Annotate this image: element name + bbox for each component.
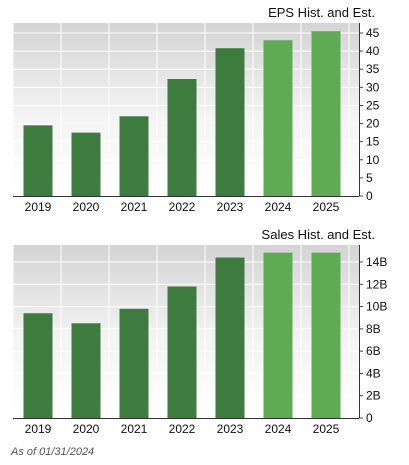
eps-x-tick-label: 2020 [73,200,100,214]
eps-bar-2022 [167,79,197,196]
eps-bar-2025 [311,31,341,196]
sales-y-tick-label: 2B [366,389,381,403]
sales-y-tick-label: 0 [366,411,373,425]
sales-x-tick-label: 2021 [121,422,148,436]
eps-bar-2020 [71,132,101,196]
sales-y-tick-label: 10B [366,300,387,314]
sales-y-tick-label: 14B [366,255,387,269]
eps-bar-2019 [23,125,53,196]
sales-bar-2022 [167,286,197,418]
eps-y-tick-label: 25 [366,98,380,112]
eps-y-tick-label: 5 [366,171,373,185]
eps-y-tick-label: 20 [366,117,380,131]
sales-y-tick-label: 6B [366,344,381,358]
sales-bar-2025 [311,252,341,418]
eps-y-tick-label: 0 [366,189,373,203]
sales-x-tick-label: 2019 [25,422,52,436]
sales-x-tick-label: 2025 [313,422,340,436]
eps-y-tick-label: 10 [366,153,380,167]
eps-bar-2023 [215,48,245,196]
eps-x-tick-label: 2023 [217,200,244,214]
as-of-date: As of 01/31/2024 [11,446,95,458]
eps-x-tick-label: 2025 [313,200,340,214]
sales-title: Sales Hist. and Est. [262,227,375,242]
sales-x-tick-label: 2024 [265,422,292,436]
sales-bar-2020 [71,323,101,418]
sales-x-tick-label: 2020 [73,422,100,436]
eps-y-tick-label: 35 [366,62,380,76]
eps-y-tick-label: 30 [366,80,380,94]
eps-y-tick-label: 15 [366,135,380,149]
eps-chart: EPS Hist. and Est.0510152025303540452019… [12,5,380,214]
eps-x-tick-label: 2024 [265,200,292,214]
sales-bar-2021 [119,308,149,418]
sales-y-tick-label: 12B [366,277,387,291]
sales-y-tick-label: 4B [366,366,381,380]
eps-x-tick-label: 2021 [121,200,148,214]
sales-x-tick-label: 2022 [169,422,196,436]
sales-y-tick-label: 8B [366,322,381,336]
eps-title: EPS Hist. and Est. [268,5,375,20]
sales-bar-2024 [263,252,293,418]
sales-x-tick-label: 2023 [217,422,244,436]
eps-bar-2021 [119,116,149,196]
sales-chart: Sales Hist. and Est. 0 2B 4B 6B 8B 10B 12B 14B 20… [12,227,387,436]
sales-bar-2023 [215,257,245,418]
eps-y-tick-label: 40 [366,44,380,58]
eps-bar-2024 [263,40,293,196]
sales-bar-2019 [23,313,53,418]
eps-x-tick-label: 2022 [169,200,196,214]
eps-y-tick-label: 45 [366,26,380,40]
eps-x-tick-label: 2019 [25,200,52,214]
